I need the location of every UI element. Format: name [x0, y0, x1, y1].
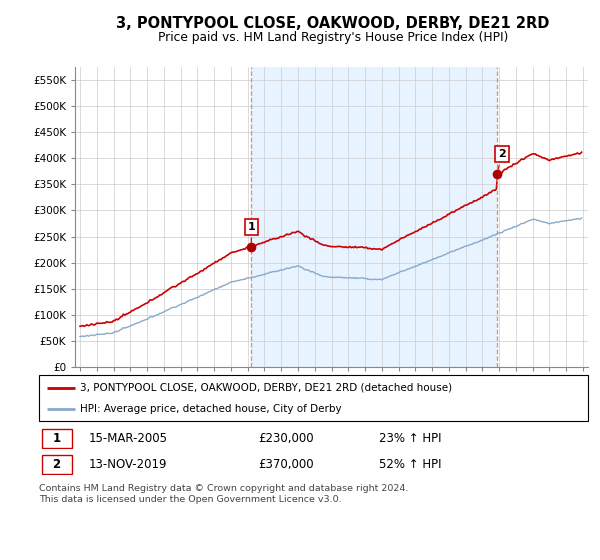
Text: 52% ↑ HPI: 52% ↑ HPI — [379, 458, 442, 471]
Text: 3, PONTYPOOL CLOSE, OAKWOOD, DERBY, DE21 2RD (detached house): 3, PONTYPOOL CLOSE, OAKWOOD, DERBY, DE21… — [80, 382, 452, 393]
Text: 3, PONTYPOOL CLOSE, OAKWOOD, DERBY, DE21 2RD: 3, PONTYPOOL CLOSE, OAKWOOD, DERBY, DE21… — [116, 16, 550, 31]
Text: 23% ↑ HPI: 23% ↑ HPI — [379, 432, 442, 445]
Text: 13-NOV-2019: 13-NOV-2019 — [88, 458, 167, 471]
Text: Price paid vs. HM Land Registry's House Price Index (HPI): Price paid vs. HM Land Registry's House … — [158, 31, 508, 44]
FancyBboxPatch shape — [42, 455, 72, 474]
Text: Contains HM Land Registry data © Crown copyright and database right 2024.
This d: Contains HM Land Registry data © Crown c… — [39, 484, 409, 504]
Text: £370,000: £370,000 — [259, 458, 314, 471]
FancyBboxPatch shape — [42, 429, 72, 448]
Text: 1: 1 — [247, 222, 255, 244]
Text: £230,000: £230,000 — [259, 432, 314, 445]
FancyBboxPatch shape — [39, 375, 588, 421]
Text: 2: 2 — [53, 458, 61, 471]
Text: 15-MAR-2005: 15-MAR-2005 — [88, 432, 167, 445]
Bar — [251, 67, 497, 367]
Text: 2: 2 — [497, 149, 506, 171]
Text: HPI: Average price, detached house, City of Derby: HPI: Average price, detached house, City… — [80, 404, 342, 414]
Text: 1: 1 — [53, 432, 61, 445]
